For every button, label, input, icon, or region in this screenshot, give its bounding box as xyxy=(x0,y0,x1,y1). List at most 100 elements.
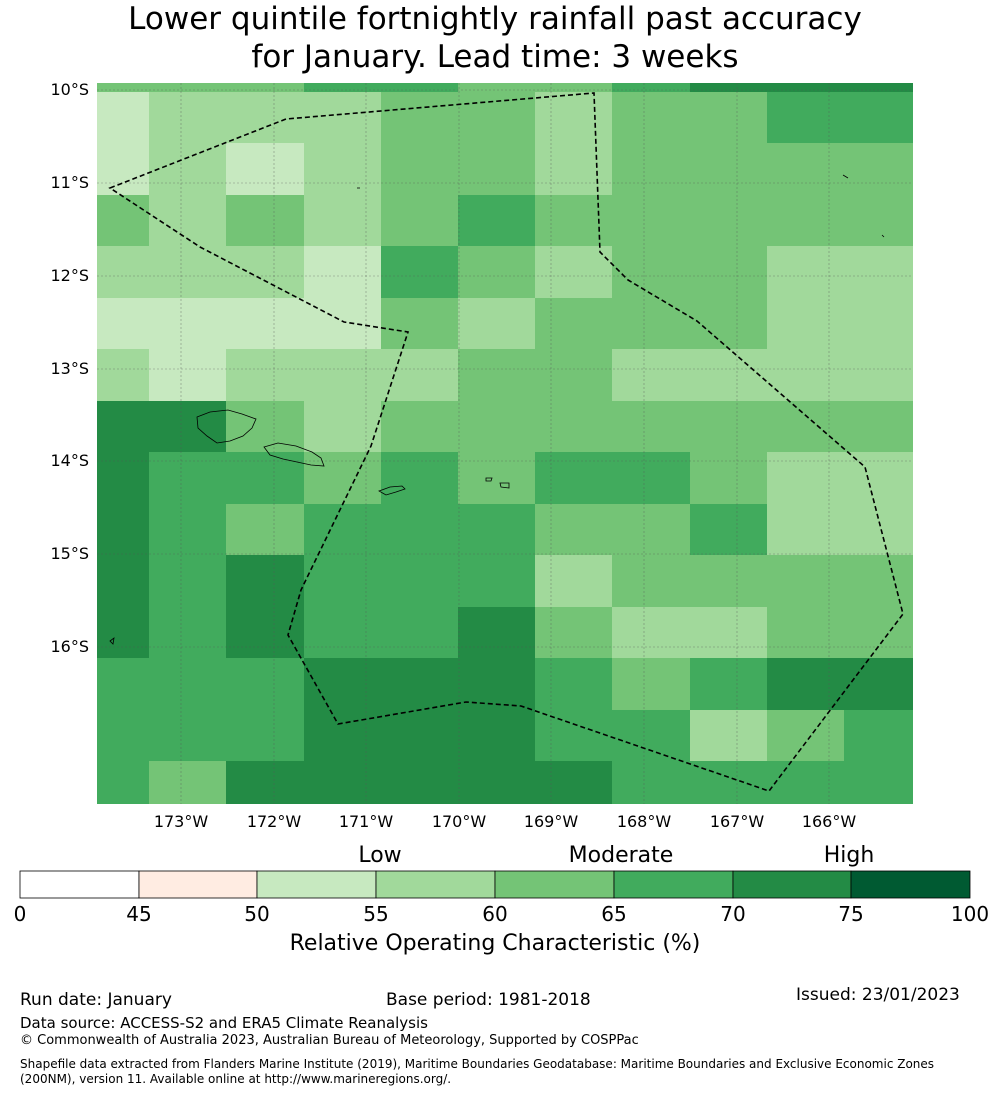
grid-cell xyxy=(149,452,226,504)
grid-cell xyxy=(97,504,149,555)
grid-cell xyxy=(304,452,381,504)
grid-cell xyxy=(535,710,612,761)
grid-cell xyxy=(458,504,535,555)
grid-cell xyxy=(381,607,458,658)
grid-cell xyxy=(690,555,767,607)
grid-cell xyxy=(226,349,304,401)
latitude-label: 12°S xyxy=(50,266,89,285)
longitude-label: 170°W xyxy=(431,812,487,831)
shapefile-credit-line2: (200NM), version 11. Available online at… xyxy=(20,1072,452,1086)
grid-cell xyxy=(381,761,458,804)
grid-cell xyxy=(612,298,690,349)
colorbar-tick-label: 70 xyxy=(720,902,746,926)
grid-cell xyxy=(226,195,304,246)
grid-cell xyxy=(535,246,612,298)
grid-cell xyxy=(612,710,690,761)
grid-cell xyxy=(458,349,535,401)
longitude-label: 172°W xyxy=(246,812,302,831)
grid-cell xyxy=(612,92,690,143)
grid-cell xyxy=(458,452,535,504)
grid-cell xyxy=(97,761,149,804)
grid-cell xyxy=(149,298,226,349)
base-period: Base period: 1981-2018 xyxy=(386,990,591,1010)
colorbar-swatch xyxy=(613,870,734,899)
grid-cell xyxy=(149,401,226,452)
grid-cell xyxy=(149,710,226,761)
grid-cell xyxy=(612,555,690,607)
latitude-label: 15°S xyxy=(50,544,89,563)
grid-cell xyxy=(381,452,458,504)
grid-cell xyxy=(458,607,535,658)
graticule-lines xyxy=(97,83,913,804)
grid-cell xyxy=(97,658,149,710)
colorbar-swatch xyxy=(850,870,971,899)
grid-cell xyxy=(612,452,690,504)
grid-cell xyxy=(844,246,913,298)
grid-cell xyxy=(612,401,690,452)
grid-cell xyxy=(612,83,690,92)
island-tutuila xyxy=(378,485,406,496)
colorbar-tick-label: 75 xyxy=(838,902,864,926)
colorbar-swatch xyxy=(19,870,140,899)
grid-cell xyxy=(535,92,612,143)
grid-cell xyxy=(535,658,612,710)
colorbar-tick-label: 65 xyxy=(601,902,627,926)
grid-cell xyxy=(535,195,612,246)
map-title: Lower quintile fortnightly rainfall past… xyxy=(0,0,990,76)
grid-cell xyxy=(535,349,612,401)
grid-cell xyxy=(690,143,767,195)
grid-cell xyxy=(381,710,458,761)
grid-cell xyxy=(97,710,149,761)
grid-cell xyxy=(97,452,149,504)
grid-cell xyxy=(226,710,304,761)
colorbar-tick-label: 45 xyxy=(126,902,152,926)
grid-cell xyxy=(535,504,612,555)
longitude-label: 167°W xyxy=(709,812,765,831)
longitude-label: 171°W xyxy=(338,812,394,831)
island-wallis xyxy=(109,637,115,645)
accuracy-grid-cells xyxy=(97,83,913,804)
grid-cell xyxy=(535,401,612,452)
grid-cell xyxy=(149,349,226,401)
grid-cell xyxy=(97,92,149,143)
grid-cell xyxy=(149,92,226,143)
grid-cell xyxy=(458,401,535,452)
latitude-label: 14°S xyxy=(50,451,89,470)
island-upolu xyxy=(263,442,325,467)
colorbar-swatch xyxy=(494,870,615,899)
grid-cell xyxy=(844,452,913,504)
grid-cell xyxy=(612,658,690,710)
latitude-label: 11°S xyxy=(50,173,89,192)
grid-cell xyxy=(304,607,381,658)
grid-cell xyxy=(149,607,226,658)
grid-cell xyxy=(844,195,913,246)
longitude-label: 173°W xyxy=(153,812,209,831)
grid-cell xyxy=(690,401,767,452)
grid-cell xyxy=(844,401,913,452)
map-title-line1: Lower quintile fortnightly rainfall past… xyxy=(128,1,862,37)
island-north-east-a xyxy=(842,174,849,179)
grid-cell xyxy=(149,195,226,246)
colorbar-tick-label: 100 xyxy=(950,902,990,926)
grid-cell xyxy=(690,195,767,246)
grid-cell xyxy=(304,246,381,298)
grid-cell xyxy=(304,504,381,555)
grid-cell xyxy=(690,607,767,658)
grid-cell xyxy=(226,92,304,143)
longitude-label: 168°W xyxy=(616,812,672,831)
latitude-label: 10°S xyxy=(50,80,89,99)
grid-cell xyxy=(226,246,304,298)
colorbar-swatch xyxy=(732,870,852,899)
grid-cell xyxy=(304,92,381,143)
island-north-east-b xyxy=(881,234,885,238)
latitude-label: 13°S xyxy=(50,359,89,378)
grid-cell xyxy=(767,710,844,761)
grid-cell xyxy=(458,710,535,761)
grid-cell xyxy=(844,761,913,804)
grid-cell xyxy=(535,607,612,658)
grid-cell xyxy=(226,83,304,92)
grid-cell xyxy=(226,761,304,804)
grid-cell xyxy=(767,83,913,92)
grid-cell xyxy=(458,246,535,298)
